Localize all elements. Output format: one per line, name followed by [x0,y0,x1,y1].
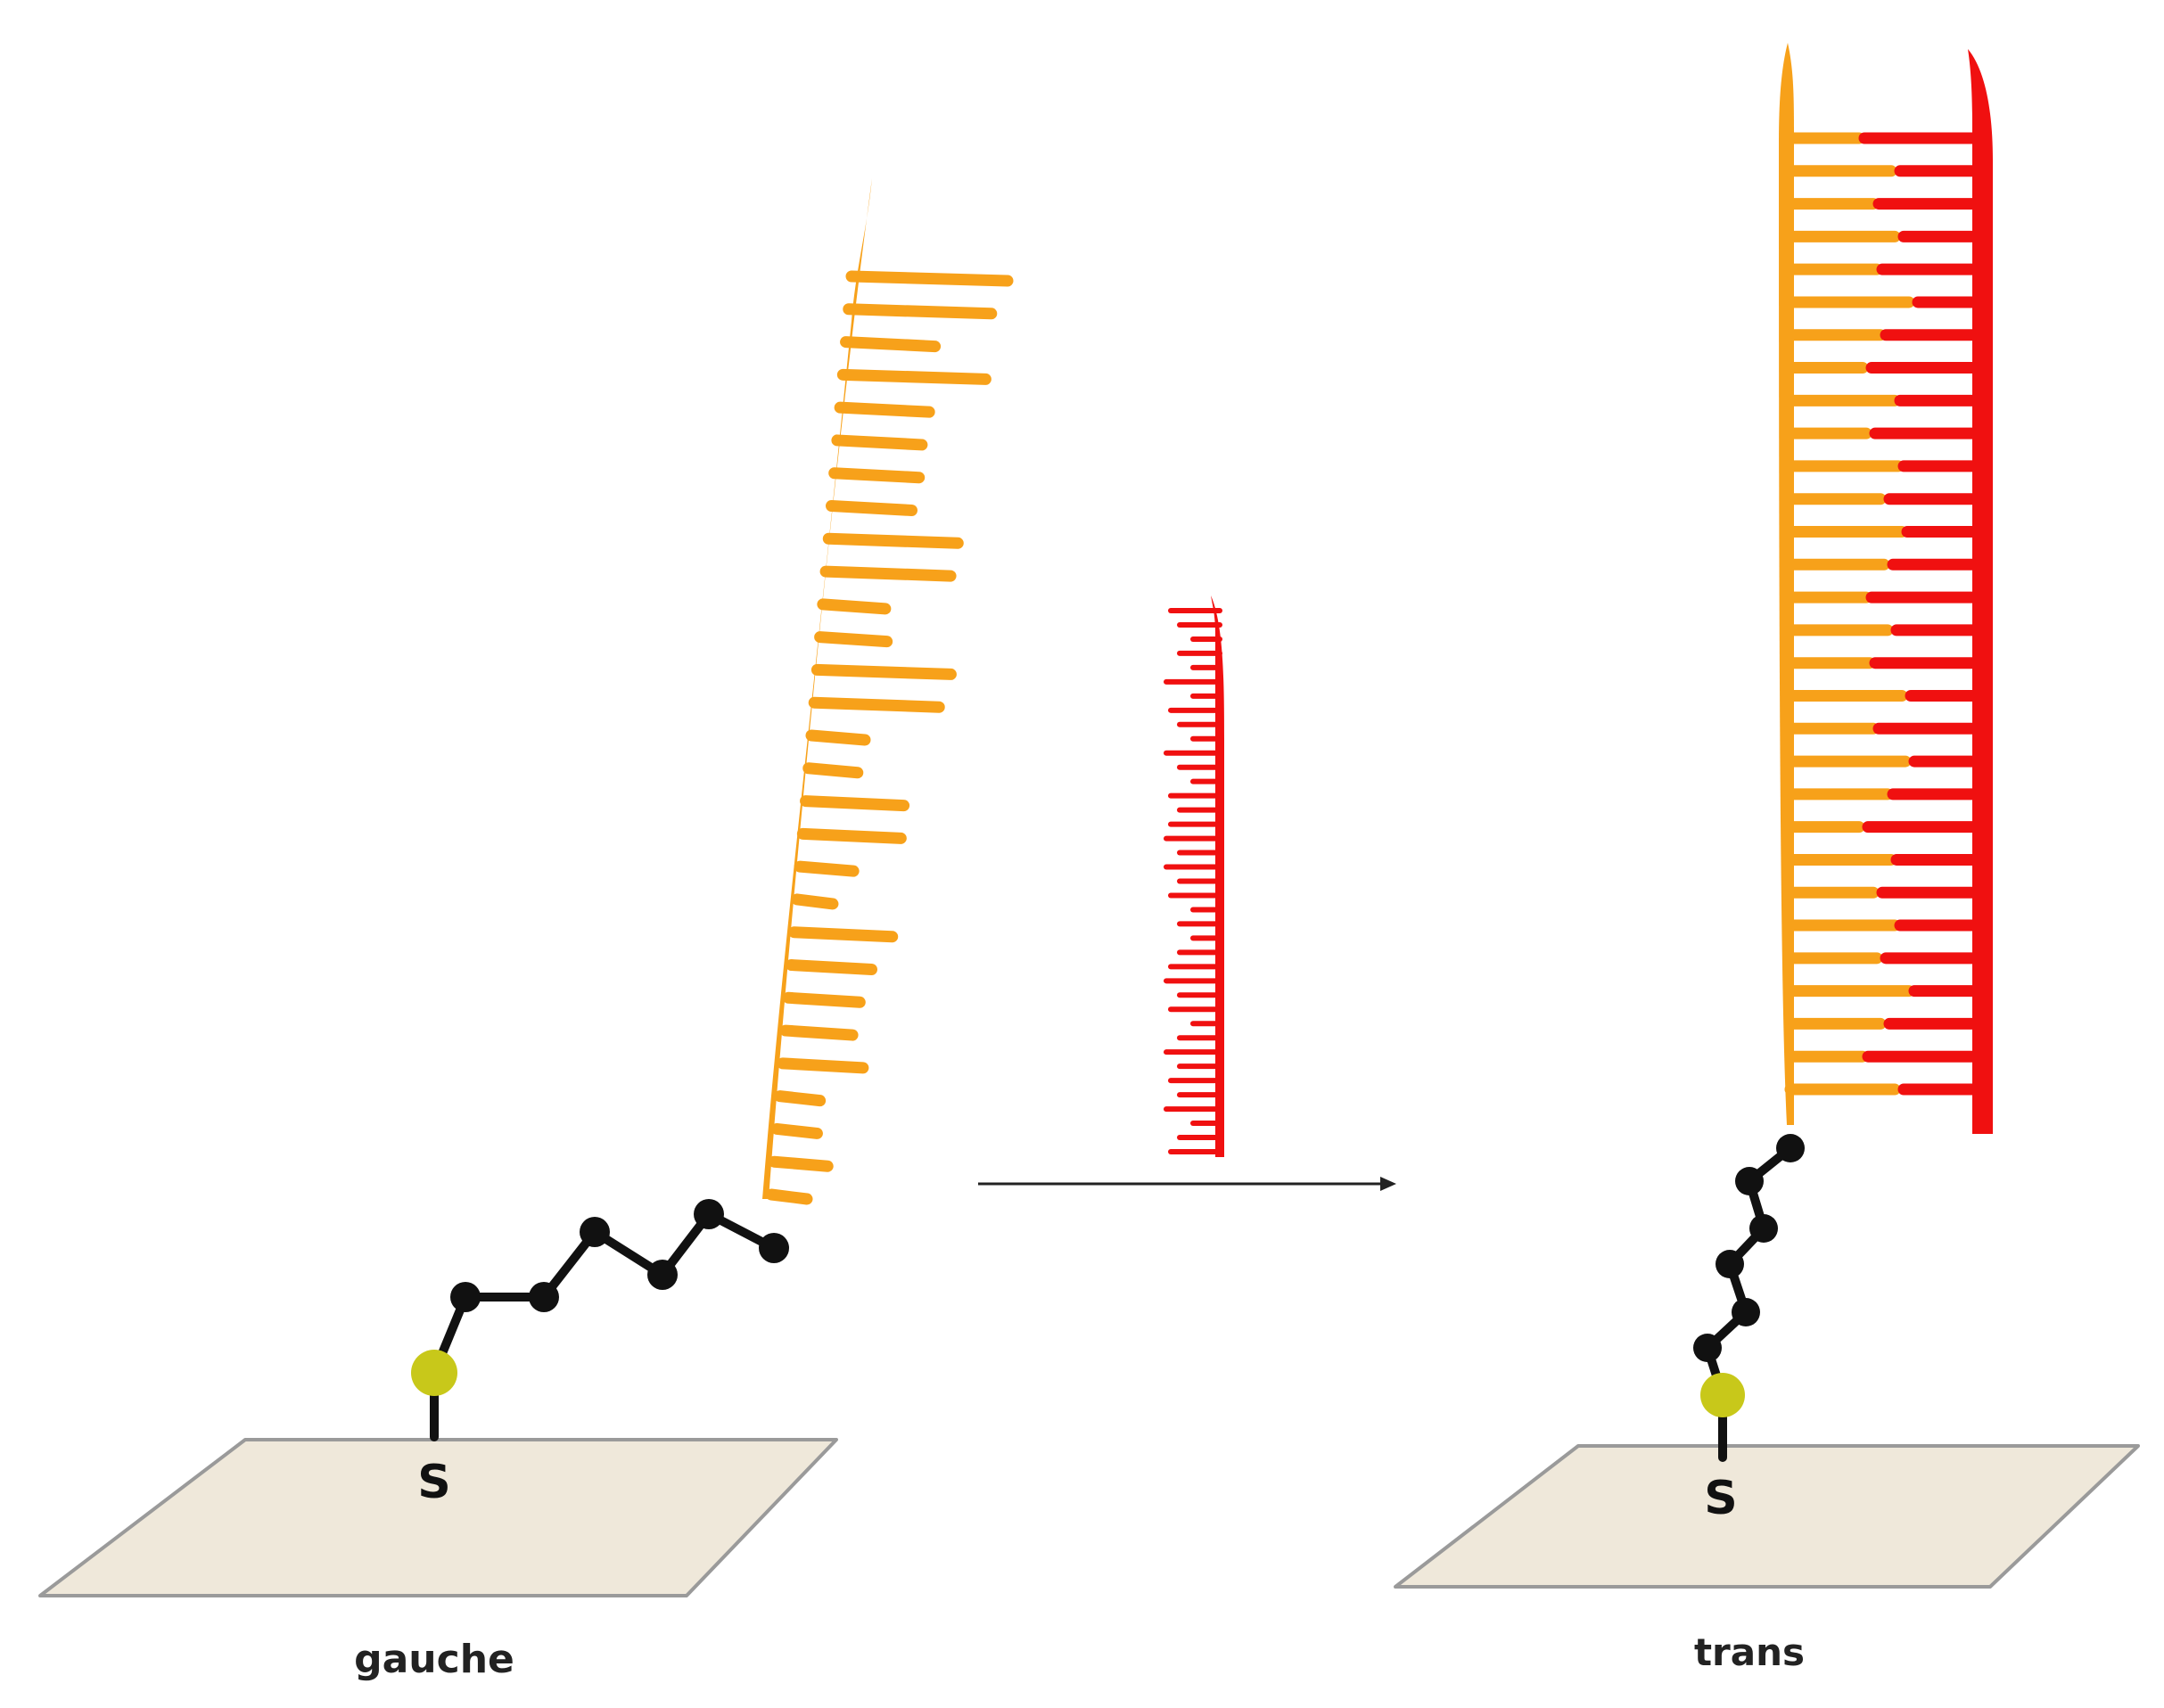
anchor-atom-left [411,1350,457,1396]
probe-base-left [765,1188,813,1205]
anchor-atom-right [1700,1373,1745,1417]
probe-base-left [782,991,866,1008]
probe-base-left [770,1122,823,1139]
probe-base-left [836,368,991,385]
probe-base-left [788,926,899,943]
probe-base-left [831,434,928,451]
probe-base-left [810,663,957,680]
probe-base-left [791,893,839,910]
right-arrow-icon [978,1177,1396,1191]
trans-caption: trans [1694,1630,1805,1674]
target-bases-free [1164,608,1222,1154]
probe-base-left [796,827,907,844]
free-target-strand [1164,595,1224,1157]
probe-base-left [768,1155,834,1172]
probe-base-left [843,303,998,320]
probe-base-left [786,959,877,975]
probe-base-left [808,696,945,713]
duplex-right [1779,43,1993,1134]
duplex-base-pairs [1784,132,1986,1096]
probe-base-left [834,401,935,418]
sulfur-atom-right: S [1704,1472,1737,1525]
probe-backbone-right [1779,43,1794,1125]
gauche-panel: S [38,178,1014,1597]
probe-base-left [777,1057,869,1074]
probe-base-left [802,762,864,779]
probe-base-left [845,270,1014,287]
trans-panel: S [1394,43,2140,1589]
gold-surface-left [38,1438,838,1597]
probe-base-left [817,598,892,615]
probe-base-left [779,1024,859,1041]
probe-backbone-left [762,178,872,1199]
target-backbone-right [1968,49,1993,1134]
sulfur-atom-left: S [417,1456,450,1509]
probe-strand-left [762,178,1014,1205]
gauche-caption: gauche [354,1637,514,1682]
target-backbone-free [1211,595,1224,1157]
probe-bases-left [765,270,1014,1205]
probe-base-left [805,729,871,746]
probe-base-left [822,532,964,549]
probe-base-left [774,1090,827,1107]
probe-base-left [840,336,942,353]
probe-base-left [819,565,957,582]
probe-base-left [826,500,917,516]
probe-base-left [794,860,860,877]
probe-base-left [814,631,893,648]
alkyl-linker-left [430,1199,789,1375]
gold-surface-right [1394,1444,2140,1589]
probe-base-left [828,467,926,484]
alkyl-linker-right [1693,1134,1805,1397]
probe-base-left [800,795,910,812]
